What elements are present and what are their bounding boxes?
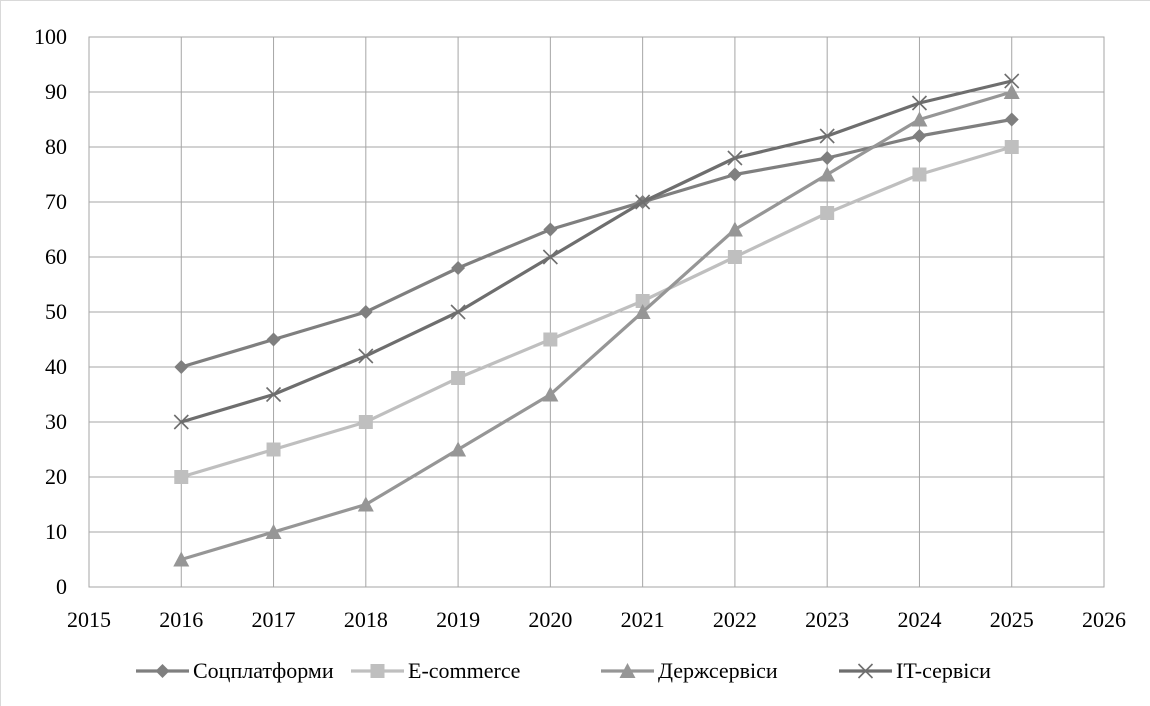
legend-label: Держсервіси [658,658,778,683]
data-point [726,221,743,237]
data-point [1004,112,1019,127]
data-point [635,294,650,308]
data-point [1004,140,1019,154]
data-point [174,470,189,484]
series-line [180,90,1013,562]
data-point [819,128,835,144]
data-point [265,524,282,539]
legend-label: IT-сервіси [896,658,991,683]
data-point [911,95,928,111]
data-point [727,250,742,264]
y-tick-label: 30 [45,409,67,434]
legend-marker [857,663,874,679]
data-point [173,414,189,430]
y-tick-label: 40 [45,354,67,379]
data-point [635,194,651,210]
data-point [266,442,281,457]
legend-label: Соцплатформи [193,658,334,683]
data-point [266,332,281,347]
data-point [820,151,835,165]
x-tick-label: 2025 [990,607,1034,632]
y-tick-label: 10 [45,519,67,544]
legend-label: E-commerce [408,658,520,683]
series-line [180,117,1013,369]
data-point [173,551,190,567]
data-point [912,129,927,143]
data-point [174,360,189,374]
legend-marker [619,663,636,678]
legend-marker [370,664,385,678]
data-point [542,249,558,265]
y-tick-label: 50 [45,299,67,324]
data-point [265,386,282,403]
y-tick-label: 90 [45,79,67,104]
data-point [911,111,928,127]
data-point [451,371,466,385]
data-point [727,150,743,166]
plot-border [88,36,1105,588]
data-point [358,415,373,429]
y-tick-label: 20 [45,464,67,489]
data-point [450,304,466,320]
series-group [173,73,1020,567]
data-point [727,167,742,182]
x-tick-label: 2021 [621,607,665,632]
y-tick-label: 70 [45,189,67,214]
data-point [912,167,927,182]
data-point [1004,73,1020,89]
y-tick-label: 0 [56,574,67,599]
x-tick-label: 2019 [436,607,480,632]
x-tick-label: 2018 [344,607,388,632]
data-point [820,206,835,220]
x-tick-label: 2022 [713,607,757,632]
grid-lines [88,36,1105,588]
x-tick-label: 2023 [805,607,849,632]
data-point [543,222,558,237]
data-point [358,305,373,319]
data-point [543,332,558,347]
y-tick-label: 100 [34,24,67,49]
legend: Соцплатформи E-commerce Держсервіси IT-серв… [136,658,991,683]
y-tick-label: 60 [45,244,67,269]
x-tick-label: 2016 [159,607,203,632]
data-point [357,496,374,512]
x-tick-label: 2026 [1082,607,1126,632]
data-point [358,348,374,364]
data-point [819,166,836,182]
data-point [1003,84,1020,99]
legend-marker [155,664,170,678]
y-tick-label: 80 [45,134,67,159]
y-axis: 0 10 20 30 40 50 60 70 80 90 100 [34,24,67,599]
x-tick-label: 2017 [252,607,296,632]
data-point [450,441,467,457]
x-tick-label: 2024 [897,607,941,632]
series-line [180,145,1013,479]
plot-area [88,36,1105,588]
series-line [180,79,1013,424]
x-tick-label: 2020 [528,607,572,632]
data-point [542,386,559,402]
x-tick-label: 2015 [67,607,111,632]
data-point [634,304,651,319]
x-axis: 2015 2016 2017 2018 2019 2020 2021 2022 2023 2024… [67,607,1126,632]
data-point [451,261,466,275]
